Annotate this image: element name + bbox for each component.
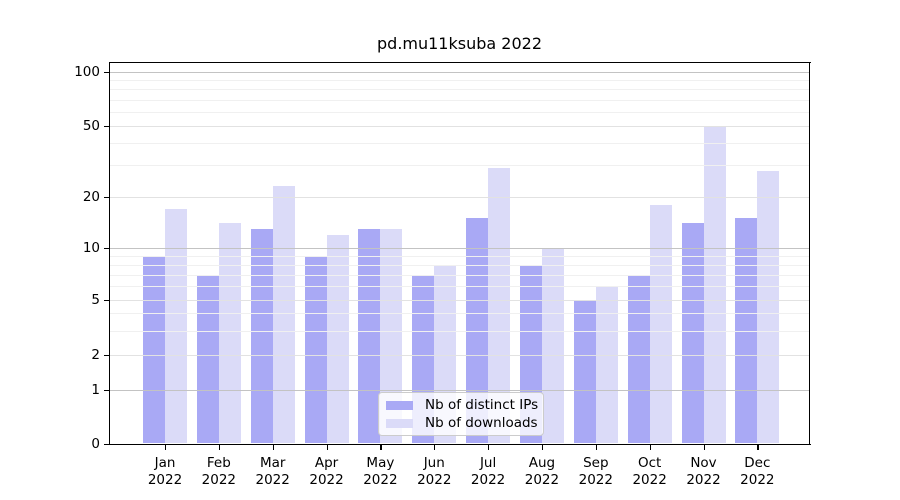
x-tick-mark-may <box>380 444 382 450</box>
legend-label-distinct-ips: Nb of distinct IPs <box>425 397 539 413</box>
gridline-minor-70 <box>110 99 810 101</box>
x-tick-label-jan: Jan 2022 <box>147 454 183 489</box>
y-tick-mark-10 <box>103 248 109 250</box>
gridline-1 <box>110 389 810 391</box>
plot-area <box>110 63 810 444</box>
x-tick-label-aug: Aug 2022 <box>524 454 560 489</box>
y-tick-mark-5 <box>103 300 109 302</box>
bar-downloads-feb <box>218 223 241 444</box>
y-tick-mark-50 <box>103 126 109 128</box>
gridline-5 <box>110 299 810 301</box>
bar-distinct-ips-feb <box>196 274 219 444</box>
bar-downloads-nov <box>703 125 726 444</box>
x-tick-label-mar: Mar 2022 <box>255 454 290 489</box>
spine-top <box>110 61 811 63</box>
gridline-50 <box>110 125 810 127</box>
bar-downloads-may <box>380 228 403 444</box>
gridline-10 <box>110 248 810 250</box>
x-tick-mark-jun <box>434 444 436 450</box>
x-tick-label-apr: Apr 2022 <box>309 454 344 489</box>
x-tick-label-feb: Feb 2022 <box>201 454 237 489</box>
y-tick-mark-2 <box>103 355 109 357</box>
x-tick-mark-aug <box>541 444 544 450</box>
x-tick-label-dec: Dec 2022 <box>740 454 775 489</box>
gridline-20 <box>110 196 810 198</box>
x-tick-mark-apr <box>326 444 328 450</box>
gridline-minor-9 <box>110 256 810 258</box>
y-tick-label-20: 20 <box>82 188 100 205</box>
x-tick-mark-sep <box>595 444 597 450</box>
gridline-minor-40 <box>110 143 810 145</box>
spine-bottom <box>110 443 811 445</box>
x-tick-mark-jul <box>488 444 490 450</box>
y-tick-label-5: 5 <box>91 292 100 308</box>
y-tick-label-100: 100 <box>74 63 100 80</box>
gridline-minor-80 <box>110 89 810 91</box>
x-tick-mark-oct <box>649 444 651 450</box>
gridline-minor-6 <box>110 286 810 288</box>
spine-left <box>108 61 110 445</box>
y-tick-label-2: 2 <box>91 347 100 363</box>
x-tick-label-sep: Sep 2022 <box>578 454 613 489</box>
x-tick-mark-nov <box>703 444 705 450</box>
bar-downloads-dec <box>757 170 780 444</box>
y-tick-mark-0 <box>103 443 109 445</box>
bar-distinct-ips-nov <box>681 223 704 444</box>
gridline-minor-30 <box>110 165 810 167</box>
legend: Nb of distinct IPs Nb of downloads <box>378 392 544 436</box>
legend-item-downloads: Nb of downloads <box>386 415 538 431</box>
x-tick-label-oct: Oct 2022 <box>632 454 667 489</box>
bar-distinct-ips-sep <box>573 299 596 444</box>
gridline-minor-60 <box>110 111 810 113</box>
bar-distinct-ips-may <box>358 228 381 444</box>
legend-label-downloads: Nb of downloads <box>425 415 538 431</box>
y-tick-mark-1 <box>103 390 109 392</box>
gridline-minor-4 <box>110 313 810 315</box>
gridline-2 <box>110 354 810 356</box>
bar-downloads-jan <box>165 208 187 444</box>
bar-distinct-ips-apr <box>304 256 327 444</box>
bar-downloads-apr <box>326 234 349 444</box>
gridline-minor-90 <box>110 79 810 81</box>
bar-distinct-ips-oct <box>627 274 650 444</box>
gridline-minor-3 <box>110 330 810 332</box>
y-tick-label-50: 50 <box>82 118 100 134</box>
x-tick-mark-jan <box>165 444 167 450</box>
y-tick-label-0: 0 <box>91 435 100 452</box>
legend-item-distinct-ips: Nb of distinct IPs <box>386 397 539 413</box>
gridline-minor-8 <box>110 264 810 266</box>
bar-downloads-aug <box>541 248 564 444</box>
y-tick-mark-100 <box>103 71 109 73</box>
x-tick-label-jun: Jun 2022 <box>417 454 452 489</box>
spine-right <box>809 61 811 445</box>
bar-downloads-oct <box>649 204 672 444</box>
x-tick-label-jul: Jul 2022 <box>470 454 506 489</box>
x-tick-mark-feb <box>218 444 221 450</box>
x-tick-label-nov: Nov 2022 <box>686 454 721 489</box>
legend-swatch-distinct-ips <box>386 400 413 410</box>
gridline-100 <box>110 71 810 73</box>
y-tick-mark-20 <box>103 196 109 198</box>
x-tick-mark-mar <box>272 444 274 450</box>
chart-title: pd.mu11ksuba 2022 <box>377 34 542 53</box>
y-tick-label-10: 10 <box>82 240 100 257</box>
bar-downloads-mar <box>272 185 295 444</box>
x-tick-mark-dec <box>757 444 759 450</box>
gridline-minor-7 <box>110 274 810 276</box>
legend-swatch-downloads <box>386 418 413 428</box>
bar-distinct-ips-jan <box>143 256 165 444</box>
y-tick-label-1: 1 <box>91 382 100 398</box>
bar-distinct-ips-mar <box>250 228 273 444</box>
bar-downloads-sep <box>595 286 618 444</box>
x-tick-label-may: May 2022 <box>363 454 398 489</box>
bar-downloads-jul <box>488 168 511 444</box>
